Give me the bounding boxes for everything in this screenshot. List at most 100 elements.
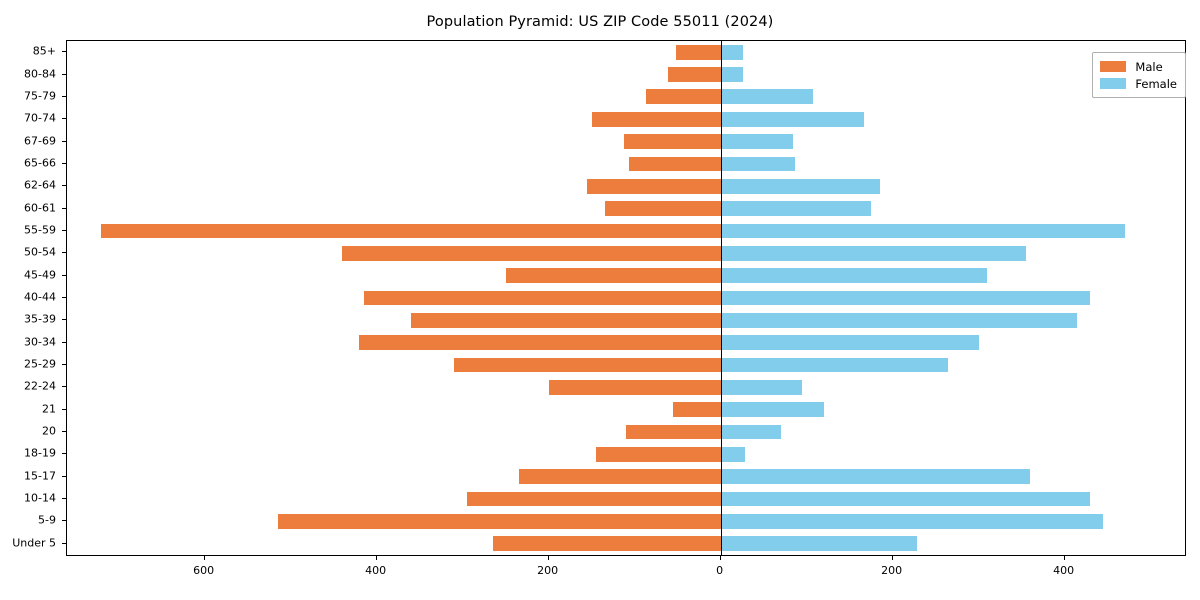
bar-row	[67, 402, 1185, 418]
y-tick-label: 45-49	[24, 268, 56, 282]
y-tick-label: 67-69	[24, 134, 56, 148]
bar-male	[624, 134, 721, 149]
bars-layer	[67, 41, 1185, 555]
x-tick-label: 600	[193, 564, 215, 577]
bar-male	[668, 67, 721, 82]
y-tick-mark	[62, 229, 66, 231]
bar-female	[720, 134, 793, 149]
y-tick-label: 65-66	[24, 156, 56, 170]
bar-female	[720, 178, 880, 194]
y-tick-label: 10-14	[24, 491, 56, 505]
x-axis: 600 400 200 0 200 400	[66, 556, 1186, 596]
x-tick-label: 400	[365, 564, 387, 577]
y-tick-mark	[62, 431, 66, 433]
bar-male	[454, 357, 721, 373]
bar-female	[720, 223, 1125, 239]
y-tick-mark	[62, 207, 66, 209]
bar-female	[720, 335, 979, 351]
y-tick-mark	[62, 408, 66, 410]
x-tick-label: 200	[537, 564, 559, 577]
y-tick-mark	[62, 386, 66, 388]
x-tick-mark	[1063, 556, 1065, 560]
bar-female	[720, 89, 813, 105]
bar-row	[67, 67, 1185, 82]
y-tick-mark	[62, 185, 66, 187]
y-tick-label: 21	[42, 402, 56, 416]
y-tick-mark	[62, 498, 66, 500]
y-tick-label: 40-44	[24, 290, 56, 304]
bar-female	[720, 312, 1078, 328]
legend-item[interactable]: Male	[1100, 58, 1177, 75]
y-tick-label: 80-84	[24, 67, 56, 81]
bar-male	[363, 290, 721, 306]
bar-female	[720, 402, 824, 418]
y-tick-label: 35-39	[24, 312, 56, 326]
x-tick-mark	[719, 556, 721, 560]
bar-row	[67, 424, 1185, 440]
bar-male	[673, 402, 721, 418]
bar-row	[67, 447, 1185, 462]
bar-male	[645, 89, 721, 105]
x-tick-label: 200	[881, 564, 903, 577]
y-tick-label: 55-59	[24, 223, 56, 237]
y-tick-label: 85+	[32, 44, 56, 58]
x-tick-label: 400	[1053, 564, 1075, 577]
bar-male	[591, 111, 721, 127]
y-tick-mark	[62, 51, 66, 53]
bar-male	[675, 44, 721, 60]
bar-male	[548, 380, 721, 395]
bar-female	[720, 201, 872, 216]
bar-female	[720, 469, 1031, 485]
bar-male	[411, 312, 721, 328]
y-tick-label: 20	[42, 424, 56, 438]
y-tick-mark	[62, 95, 66, 97]
y-axis: 85+ 80-84 75-79 70-74 67-69 65-66 62-64 60-61 55…	[0, 40, 66, 556]
y-tick-label: 60-61	[24, 201, 56, 215]
plot-area	[66, 40, 1186, 556]
x-tick-mark	[547, 556, 549, 560]
legend-swatch-icon	[1100, 78, 1127, 89]
bar-male	[595, 447, 721, 462]
bar-female	[720, 44, 743, 60]
y-tick-mark	[62, 274, 66, 276]
y-tick-mark	[62, 341, 66, 343]
y-tick-label: 50-54	[24, 245, 56, 259]
bar-male	[505, 268, 721, 283]
y-tick-mark	[62, 319, 66, 321]
bar-male	[587, 178, 721, 194]
bar-male	[359, 335, 721, 351]
bar-row	[67, 111, 1185, 127]
y-tick-label: 18-19	[24, 446, 56, 460]
bar-female	[720, 67, 743, 82]
bar-female	[720, 268, 988, 283]
legend-label: Male	[1135, 59, 1163, 74]
bar-female	[720, 447, 745, 462]
y-tick-mark	[62, 140, 66, 142]
bar-male	[626, 424, 721, 440]
x-tick-label: 0	[716, 564, 724, 577]
bar-female	[720, 156, 796, 172]
bar-male	[492, 536, 721, 552]
y-tick-mark	[62, 297, 66, 298]
bar-male	[628, 156, 721, 172]
y-tick-mark	[62, 520, 66, 522]
y-tick-mark	[62, 453, 66, 455]
bar-female	[720, 290, 1091, 306]
bar-female	[720, 491, 1091, 507]
y-tick-label: 25-29	[24, 357, 56, 371]
chart-legend: Male Female	[1092, 52, 1186, 98]
bar-row	[67, 245, 1185, 261]
bar-row	[67, 290, 1185, 306]
y-tick-mark	[62, 73, 66, 75]
bar-row	[67, 201, 1185, 216]
bar-row	[67, 491, 1185, 507]
y-tick-mark	[62, 475, 66, 477]
bar-row	[67, 357, 1185, 373]
bar-male	[466, 491, 721, 507]
bar-female	[720, 111, 865, 127]
legend-item[interactable]: Female	[1100, 75, 1177, 92]
zero-axis-line	[720, 41, 722, 555]
y-tick-label: Under 5	[12, 536, 56, 550]
x-tick-mark	[891, 556, 893, 560]
